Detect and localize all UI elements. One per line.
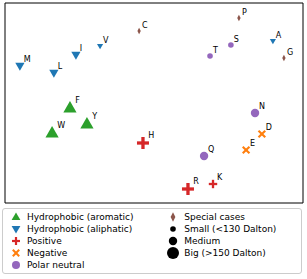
svg-text:M: M: [24, 55, 31, 64]
svg-text:L: L: [58, 62, 63, 71]
svg-text:G: G: [287, 48, 293, 57]
svg-text:C: C: [142, 21, 148, 30]
svg-text:D: D: [266, 123, 272, 132]
svg-text:I: I: [80, 44, 82, 53]
html-text:Negative: Negative: [27, 248, 68, 258]
svg-text:H: H: [148, 131, 154, 140]
html-text:Polar neutral: Polar neutral: [27, 260, 85, 270]
svg-text:N: N: [259, 102, 265, 111]
svg-text:F: F: [75, 96, 80, 105]
html-text:Hydrophobic (aliphatic): Hydrophobic (aliphatic): [27, 224, 133, 234]
svg-text:E: E: [250, 139, 255, 148]
html-text:Positive: Positive: [27, 236, 62, 246]
svg-text:A: A: [276, 31, 282, 40]
svg-text:W: W: [57, 121, 65, 130]
svg-text:T: T: [212, 46, 218, 55]
svg-text:S: S: [234, 35, 239, 44]
svg-text:P: P: [242, 8, 247, 17]
html-text:Big (>150 Dalton): Big (>150 Dalton): [184, 248, 266, 258]
html-text:Small (<130 Dalton): Small (<130 Dalton): [184, 224, 277, 234]
html-text:Medium: Medium: [184, 236, 221, 246]
html-text:Hydrophobic (aromatic): Hydrophobic (aromatic): [27, 212, 134, 222]
svg-text:Y: Y: [91, 112, 97, 121]
svg-text:K: K: [217, 173, 223, 182]
html-text:Special cases: Special cases: [184, 212, 245, 222]
svg-text:R: R: [193, 177, 199, 186]
svg-text:Q: Q: [208, 145, 214, 154]
svg-text:V: V: [103, 36, 109, 45]
